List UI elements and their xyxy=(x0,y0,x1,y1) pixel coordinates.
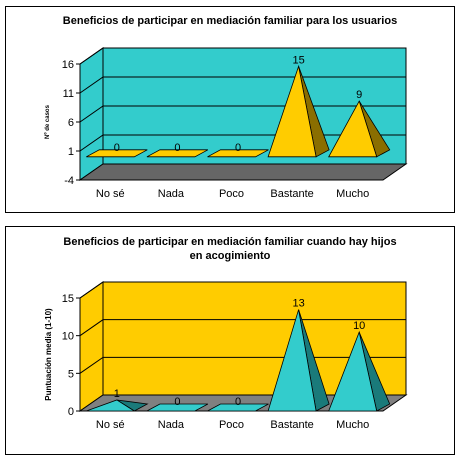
bar xyxy=(328,330,378,412)
y-axis-label: Puntuación media (1-10) xyxy=(44,308,53,401)
bar xyxy=(267,309,317,412)
bar xyxy=(146,149,209,158)
data-label: 0 xyxy=(235,142,241,154)
y-tick-label: 0 xyxy=(68,406,74,418)
chart-title-line-2: en acogimiento xyxy=(189,250,271,262)
chart-panel-2: Beneficios de participar en mediación fa… xyxy=(5,226,455,455)
bar xyxy=(267,64,317,158)
y-tick-label: 15 xyxy=(62,293,74,305)
data-label: 1 xyxy=(114,388,120,400)
y-tick-label: 16 xyxy=(62,59,74,71)
data-label: 10 xyxy=(353,320,365,332)
bar xyxy=(207,403,269,412)
data-label: 0 xyxy=(235,396,241,408)
x-tick-label: Bastante xyxy=(270,188,313,200)
x-tick-label: No sé xyxy=(96,188,125,200)
gridline xyxy=(79,319,406,337)
bar xyxy=(86,149,148,158)
bar xyxy=(146,403,209,412)
side-wall xyxy=(79,281,104,412)
x-tick-label: Mucho xyxy=(336,419,369,431)
x-tick-label: Nada xyxy=(158,188,185,200)
y-tick-label: -4 xyxy=(64,175,74,187)
chart-title: Beneficios de participar en mediación fa… xyxy=(62,15,398,27)
floor xyxy=(78,163,408,181)
bar xyxy=(86,399,136,412)
x-tick-label: Poco xyxy=(219,419,244,431)
chart-panel-1: Beneficios de participar en mediación fa… xyxy=(5,6,455,213)
x-tick-label: Mucho xyxy=(336,188,369,200)
y-axis-label: Nº de casos xyxy=(45,104,51,139)
data-label: 13 xyxy=(292,298,304,310)
x-tick-label: No sé xyxy=(96,419,125,431)
gridline xyxy=(79,47,406,65)
data-label: 9 xyxy=(356,89,362,101)
chart-title-line-1: Beneficios de participar en mediación fa… xyxy=(63,236,397,248)
bar xyxy=(328,100,378,158)
y-tick-label: 6 xyxy=(68,117,74,129)
chart-2-plot: 0 5 10 15 Puntuación media (1-10) No sé 1 Nada 0… xyxy=(44,281,408,431)
y-tick-label: 10 xyxy=(62,331,74,343)
y-tick-label: 5 xyxy=(68,368,74,380)
y-tick-label: 1 xyxy=(68,146,74,158)
data-label: 15 xyxy=(292,54,304,66)
x-tick-label: Poco xyxy=(219,188,244,200)
data-label: 0 xyxy=(114,142,120,154)
gridline xyxy=(79,76,406,94)
gridline xyxy=(79,281,406,299)
y-tick-label: 11 xyxy=(63,88,74,100)
data-label: 0 xyxy=(174,396,180,408)
x-tick-label: Nada xyxy=(158,419,185,431)
x-tick-label: Bastante xyxy=(270,419,313,431)
data-label: 0 xyxy=(174,142,180,154)
bar xyxy=(207,149,269,158)
